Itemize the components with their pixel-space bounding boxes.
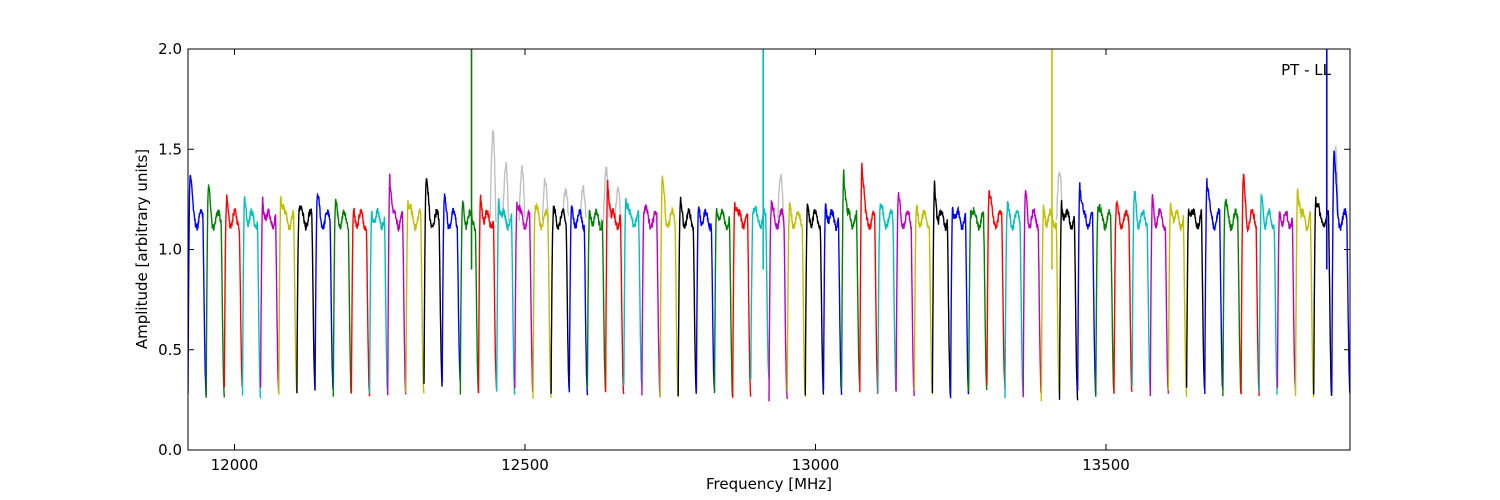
channel-trace-43 (968, 207, 988, 392)
channel-trace-30 (732, 201, 752, 398)
channel-trace-34 (804, 203, 825, 396)
channel-trace-39 (895, 192, 915, 396)
background-trace-4 (562, 187, 570, 217)
channel-trace-52 (1131, 190, 1151, 394)
background-trace-1 (502, 162, 510, 222)
y-tick-label-0: 0.0 (158, 441, 182, 459)
channel-trace-54 (1167, 202, 1188, 397)
channel-trace-15 (459, 200, 480, 395)
channel-trace-5 (278, 195, 298, 395)
channel-trace-8 (332, 198, 352, 397)
channel-trace-23 (604, 179, 625, 395)
channel-trace-49 (1077, 182, 1097, 397)
channel-trace-62 (1313, 196, 1333, 396)
channel-trace-35 (822, 203, 843, 395)
channel-trace-19 (532, 202, 552, 399)
x-tick-label-0: 12000 (211, 456, 259, 474)
channel-trace-13 (423, 178, 443, 387)
channel-trace-45 (1004, 201, 1024, 399)
channel-trace-3 (241, 196, 262, 399)
channel-trace-16 (477, 194, 498, 394)
channel-trace-44 (986, 190, 1006, 389)
channel-trace-25 (641, 204, 661, 397)
channel-trace-63 (1331, 150, 1350, 394)
channel-trace-10 (368, 208, 389, 394)
channel-trace-57 (1222, 198, 1242, 397)
x-tick-label-2: 13000 (792, 456, 840, 474)
channel-trace-41 (931, 180, 952, 397)
channel-trace-0 (188, 174, 207, 397)
channel-trace-20 (550, 205, 570, 394)
channel-trace-37 (859, 162, 879, 394)
background-trace-2 (518, 164, 526, 221)
panel-annotation: PT - LL (1281, 61, 1332, 79)
channel-trace-9 (350, 207, 371, 397)
channel-trace-59 (1258, 192, 1279, 395)
channel-trace-46 (1022, 190, 1042, 398)
y-tick-label-4: 2.0 (158, 40, 182, 58)
y-tick-label-1: 0.5 (158, 341, 182, 359)
channel-trace-58 (1240, 173, 1260, 397)
background-trace-7 (614, 185, 622, 223)
x-axis-label: Frequency [MHz] (706, 475, 832, 493)
channel-trace-47 (1040, 204, 1061, 402)
channel-trace-2 (223, 194, 244, 388)
channel-trace-12 (405, 200, 425, 394)
channel-trace-21 (568, 205, 589, 396)
channel-trace-11 (387, 173, 407, 396)
channel-trace-36 (840, 169, 861, 390)
channel-trace-55 (1185, 207, 1206, 391)
ticks-layer: 12000 12500 13000 13500 0.0 0.5 1.0 1.5 2.0 (158, 40, 1350, 474)
background-trace-9 (1055, 170, 1064, 220)
x-tick-label-3: 13500 (1082, 456, 1130, 474)
channel-trace-31 (750, 205, 770, 380)
background-trace-3 (541, 177, 549, 223)
channel-trace-48 (1058, 200, 1079, 401)
series-layer (188, 49, 1350, 402)
channel-trace-40 (913, 204, 934, 395)
channel-trace-7 (314, 192, 334, 390)
channel-trace-42 (949, 205, 970, 399)
channel-trace-33 (786, 202, 806, 397)
channel-trace-4 (259, 196, 280, 393)
channel-trace-53 (1149, 194, 1170, 397)
y-tick-label-3: 1.5 (158, 140, 182, 158)
channel-trace-14 (441, 193, 461, 383)
channel-trace-26 (659, 175, 679, 398)
y-tick-label-2: 1.0 (158, 241, 182, 259)
x-tick-label-1: 12500 (501, 456, 549, 474)
background-trace-0 (489, 130, 497, 223)
background-trace-5 (579, 184, 587, 220)
channel-trace-24 (623, 198, 643, 388)
channel-trace-32 (768, 199, 788, 402)
channel-trace-60 (1276, 210, 1297, 390)
channel-trace-61 (1294, 188, 1315, 398)
channel-trace-51 (1113, 199, 1133, 394)
channel-trace-1 (205, 184, 225, 398)
channel-trace-28 (695, 206, 716, 392)
channel-trace-29 (713, 208, 734, 398)
background-trace-8 (777, 173, 785, 220)
channel-trace-27 (677, 196, 698, 397)
channel-trace-56 (1204, 178, 1224, 395)
channel-trace-17 (496, 198, 516, 395)
channel-trace-22 (586, 208, 606, 390)
channel-trace-18 (514, 201, 534, 393)
channel-trace-38 (877, 203, 897, 393)
y-axis-label: Amplitude [arbitrary units] (133, 149, 151, 349)
channel-trace-50 (1095, 203, 1115, 397)
channel-trace-6 (296, 205, 316, 394)
